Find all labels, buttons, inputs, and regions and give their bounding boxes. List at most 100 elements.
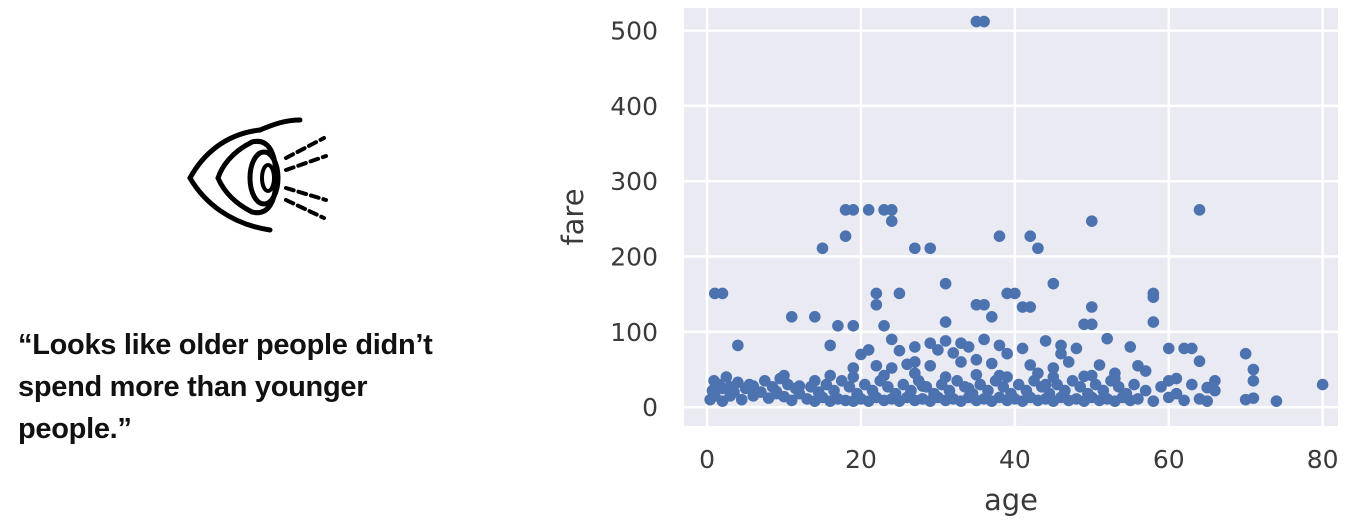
y-axis-label: fare xyxy=(556,188,590,245)
scatter-point xyxy=(1193,355,1206,368)
scatter-point xyxy=(1055,339,1067,352)
plot-area xyxy=(684,8,1338,426)
scatter-point xyxy=(1147,291,1160,304)
scatter-point xyxy=(1039,378,1052,391)
scatter-point xyxy=(924,337,937,349)
scatter-point xyxy=(1139,365,1152,377)
scatter-point xyxy=(993,339,1006,352)
quote-line-2: spend more than younger xyxy=(18,371,368,403)
scatter-point xyxy=(809,375,821,387)
scatter-point xyxy=(939,316,952,328)
scatter-point xyxy=(1039,335,1052,347)
scatter-point xyxy=(939,371,952,383)
scatter-point xyxy=(909,356,921,368)
scatter-point xyxy=(939,335,952,347)
scatter-point xyxy=(1270,395,1283,407)
x-axis-label: age xyxy=(984,483,1038,517)
scatter-point xyxy=(1055,347,1067,360)
scatter-point xyxy=(1016,342,1029,355)
x-tick-label: 60 xyxy=(1153,445,1185,474)
scatter-point xyxy=(1024,230,1037,243)
scatter-point xyxy=(1186,378,1198,391)
scatter-point xyxy=(939,277,952,290)
scatter-point xyxy=(735,393,748,406)
y-tick-label: 400 xyxy=(610,92,658,121)
scatter-point xyxy=(1085,301,1098,313)
y-tick-labels: 0 100 200 300 400 500 xyxy=(610,17,658,423)
scatter-point xyxy=(893,344,906,357)
scatter-point xyxy=(720,371,733,383)
scatter-point xyxy=(1162,342,1175,355)
scatter-point xyxy=(993,230,1006,243)
scatter-point xyxy=(882,381,894,393)
scatter-point xyxy=(885,204,898,216)
scatter-point xyxy=(870,298,883,311)
scatter-point xyxy=(716,287,729,300)
scatter-point xyxy=(970,353,983,366)
scatter-point xyxy=(1139,384,1152,397)
scatter-point xyxy=(962,382,975,395)
y-tick-label: 100 xyxy=(610,318,658,347)
y-tick-label: 0 xyxy=(642,393,658,422)
y-tick-label: 500 xyxy=(610,17,658,46)
scatter-point xyxy=(824,339,836,352)
scatter-point xyxy=(1124,341,1137,353)
data-points xyxy=(704,15,1329,407)
scatter-point xyxy=(978,298,990,311)
scatter-point xyxy=(1209,375,1221,387)
scatter-point xyxy=(1009,287,1021,300)
x-tick-label: 20 xyxy=(845,445,877,474)
scatter-point xyxy=(843,381,856,393)
scatter-point xyxy=(909,242,921,255)
scatter-point xyxy=(824,369,836,382)
scatter-point xyxy=(1093,359,1106,371)
scatter-point xyxy=(978,333,990,346)
scatter-point xyxy=(1247,375,1260,387)
scatter-point xyxy=(947,347,960,359)
scatter-point xyxy=(1201,395,1213,407)
scatter-point xyxy=(878,369,890,382)
scatter-point xyxy=(1178,394,1190,407)
scatter-point xyxy=(832,320,844,332)
quote-line-3: people.” xyxy=(18,413,132,445)
scatter-point xyxy=(1186,342,1198,355)
scatter-point xyxy=(793,380,806,392)
x-tick-label: 40 xyxy=(999,445,1031,474)
scatter-point xyxy=(1162,375,1175,387)
scatter-point xyxy=(916,380,929,392)
scatter-point xyxy=(993,369,1006,382)
scatter-point xyxy=(1074,381,1087,393)
scatter-point xyxy=(885,362,898,374)
scatter-point xyxy=(997,381,1010,393)
scatter-point xyxy=(1062,356,1075,368)
scatter-point xyxy=(1128,378,1140,391)
scatter-point xyxy=(1209,384,1221,397)
y-tick-label: 300 xyxy=(610,167,658,196)
scatter-point xyxy=(1085,215,1098,227)
scatter-point xyxy=(785,310,798,323)
scatter-point xyxy=(1070,342,1083,355)
scatter-point xyxy=(924,359,937,372)
scatter-point xyxy=(1132,393,1144,405)
scatter-point xyxy=(1001,347,1013,360)
scatter-point xyxy=(816,242,829,255)
scatter-point xyxy=(1047,277,1060,290)
scatter-point xyxy=(885,215,898,227)
scatter-point xyxy=(885,333,898,346)
scatter-point xyxy=(955,356,967,368)
quote-line-1: “Looks like older people didn’t xyxy=(18,329,433,361)
scatter-point xyxy=(1247,363,1260,376)
scatter-point xyxy=(893,287,906,300)
scatter-point xyxy=(878,320,890,332)
scatter-point xyxy=(924,242,937,255)
scatter-point xyxy=(862,344,875,356)
scatter-point xyxy=(870,287,883,300)
scatter-point xyxy=(770,387,783,400)
x-tick-label: 0 xyxy=(699,445,715,474)
y-tick-label: 200 xyxy=(610,243,658,272)
scatter-point xyxy=(962,341,975,353)
scatter-point xyxy=(809,310,821,323)
scatter-point xyxy=(847,362,860,374)
x-tick-label: 80 xyxy=(1307,445,1339,474)
scatter-point xyxy=(1085,318,1098,331)
